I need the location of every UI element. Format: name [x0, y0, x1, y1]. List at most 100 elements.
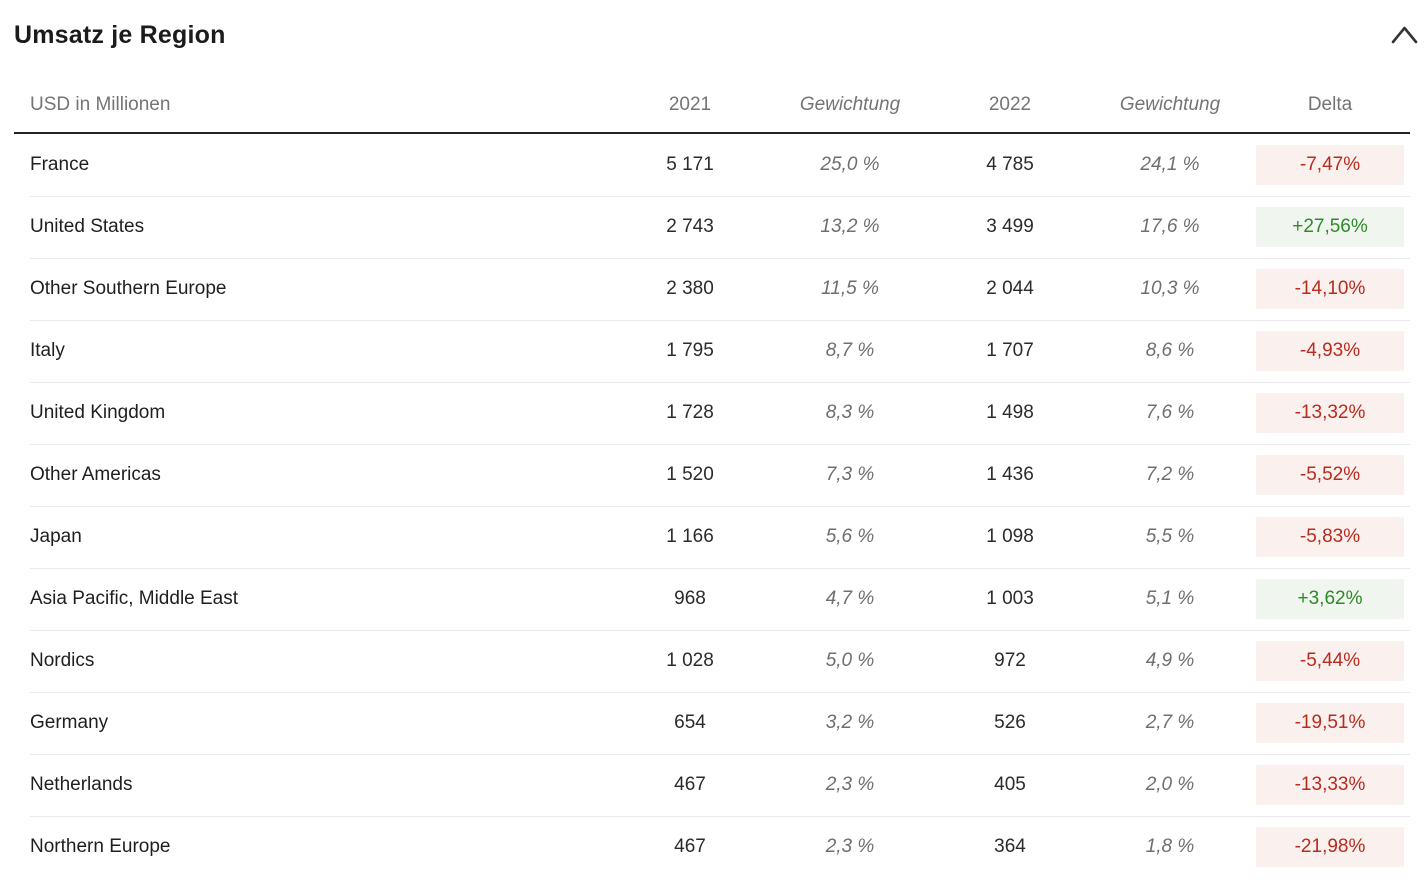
delta-cell: -4,93%: [1250, 331, 1410, 371]
delta-cell: -13,32%: [1250, 393, 1410, 433]
chevron-up-icon: [1391, 25, 1418, 48]
value-2022-cell: 2 044: [986, 278, 1034, 299]
weight-2021-cell: 4,7 %: [825, 588, 875, 609]
delta-badge: -21,98%: [1256, 827, 1404, 867]
value-2022-cell: 972: [994, 650, 1026, 671]
delta-badge: -5,52%: [1256, 455, 1404, 495]
weight-2022-cell: 5,5 %: [1145, 526, 1195, 547]
value-2021-cell: 1 166: [666, 526, 714, 547]
column-header-2021: 2021: [668, 94, 712, 115]
column-header-gewichtung-2022: Gewichtung: [1119, 94, 1221, 115]
region-cell: Netherlands: [30, 774, 133, 795]
value-2022-cell: 1 098: [986, 526, 1034, 547]
delta-badge: +27,56%: [1256, 207, 1404, 247]
weight-2022-cell: 4,9 %: [1145, 650, 1195, 671]
region-cell: United Kingdom: [30, 402, 166, 423]
delta-cell: -7,47%: [1250, 145, 1410, 185]
region-cell: Nordics: [30, 650, 95, 671]
table-row: France 5 171 25,0 % 4 785 24,1 % -7,47%: [14, 134, 1410, 196]
weight-2021-cell: 8,7 %: [825, 340, 875, 361]
table-row: Japan 1 166 5,6 % 1 098 5,5 % -5,83%: [14, 506, 1410, 568]
value-2021-cell: 5 171: [666, 154, 714, 175]
value-2021-cell: 467: [674, 836, 706, 857]
weight-2022-cell: 1,8 %: [1145, 836, 1195, 857]
delta-badge: -13,32%: [1256, 393, 1404, 433]
weight-2021-cell: 8,3 %: [825, 402, 875, 423]
delta-badge: -13,33%: [1256, 765, 1404, 805]
delta-cell: -21,98%: [1250, 827, 1410, 867]
value-2021-cell: 1 520: [666, 464, 714, 485]
table-row: Netherlands 467 2,3 % 405 2,0 % -13,33%: [14, 754, 1410, 816]
value-2021-cell: 654: [674, 712, 706, 733]
value-2021-cell: 968: [674, 588, 706, 609]
delta-badge: -5,83%: [1256, 517, 1404, 557]
weight-2021-cell: 11,5 %: [821, 278, 879, 299]
value-2022-cell: 364: [994, 836, 1026, 857]
weight-2021-cell: 3,2 %: [825, 712, 875, 733]
table-row: Nordics 1 028 5,0 % 972 4,9 % -5,44%: [14, 630, 1410, 692]
region-cell: Other Southern Europe: [30, 278, 227, 299]
weight-2022-cell: 2,7 %: [1145, 712, 1195, 733]
value-2021-cell: 2 743: [666, 216, 714, 237]
value-2022-cell: 1 498: [986, 402, 1034, 423]
weight-2022-cell: 10,3 %: [1140, 278, 1200, 299]
delta-cell: -5,83%: [1250, 517, 1410, 557]
weight-2021-cell: 2,3 %: [825, 774, 875, 795]
value-2022-cell: 1 707: [986, 340, 1034, 361]
table-row: United States 2 743 13,2 % 3 499 17,6 % …: [14, 196, 1410, 258]
table-header-row: USD in Millionen 2021 Gewichtung 2022 Ge…: [14, 78, 1410, 134]
table-row: Asia Pacific, Middle East 968 4,7 % 1 00…: [14, 568, 1410, 630]
table-body: France 5 171 25,0 % 4 785 24,1 % -7,47% …: [14, 134, 1410, 878]
delta-badge: -4,93%: [1256, 331, 1404, 371]
value-2022-cell: 3 499: [986, 216, 1034, 237]
value-2021-cell: 1 028: [666, 650, 714, 671]
value-2022-cell: 405: [994, 774, 1026, 795]
delta-badge: +3,62%: [1256, 579, 1404, 619]
weight-2022-cell: 8,6 %: [1145, 340, 1195, 361]
value-2022-cell: 526: [994, 712, 1026, 733]
delta-cell: -5,52%: [1250, 455, 1410, 495]
table-row: Other Southern Europe 2 380 11,5 % 2 044…: [14, 258, 1410, 320]
unit-label: USD in Millionen: [30, 94, 171, 115]
region-cell: Other Americas: [30, 464, 161, 485]
table-row: Other Americas 1 520 7,3 % 1 436 7,2 % -…: [14, 444, 1410, 506]
weight-2022-cell: 24,1 %: [1140, 154, 1200, 175]
value-2021-cell: 1 728: [666, 402, 714, 423]
value-2022-cell: 1 436: [986, 464, 1034, 485]
delta-badge: -19,51%: [1256, 703, 1404, 743]
value-2022-cell: 4 785: [986, 154, 1034, 175]
value-2021-cell: 2 380: [666, 278, 714, 299]
region-cell: Japan: [30, 526, 82, 547]
weight-2021-cell: 5,6 %: [825, 526, 875, 547]
delta-cell: +27,56%: [1250, 207, 1410, 247]
region-cell: Northern Europe: [30, 836, 171, 857]
revenue-by-region-table: USD in Millionen 2021 Gewichtung 2022 Ge…: [14, 78, 1410, 878]
value-2022-cell: 1 003: [986, 588, 1034, 609]
table-row: Germany 654 3,2 % 526 2,7 % -19,51%: [14, 692, 1410, 754]
table-row: Northern Europe 467 2,3 % 364 1,8 % -21,…: [14, 816, 1410, 878]
weight-2022-cell: 17,6 %: [1140, 216, 1200, 237]
weight-2021-cell: 7,3 %: [825, 464, 875, 485]
region-cell: Germany: [30, 712, 109, 733]
delta-cell: -19,51%: [1250, 703, 1410, 743]
page-title: Umsatz je Region: [14, 20, 226, 49]
delta-badge: -5,44%: [1256, 641, 1404, 681]
column-header-gewichtung-2021: Gewichtung: [799, 94, 901, 115]
panel-header: Umsatz je Region: [14, 18, 1418, 52]
weight-2021-cell: 5,0 %: [825, 650, 875, 671]
weight-2021-cell: 25,0 %: [820, 154, 880, 175]
value-2021-cell: 467: [674, 774, 706, 795]
delta-cell: +3,62%: [1250, 579, 1410, 619]
region-cell: Italy: [30, 340, 65, 361]
table-row: Italy 1 795 8,7 % 1 707 8,6 % -4,93%: [14, 320, 1410, 382]
delta-cell: -5,44%: [1250, 641, 1410, 681]
collapse-panel-button[interactable]: [1391, 25, 1418, 48]
weight-2022-cell: 7,2 %: [1145, 464, 1195, 485]
table-row: United Kingdom 1 728 8,3 % 1 498 7,6 % -…: [14, 382, 1410, 444]
weight-2021-cell: 2,3 %: [825, 836, 875, 857]
column-header-delta: Delta: [1307, 94, 1353, 115]
column-header-2022: 2022: [988, 94, 1032, 115]
delta-badge: -7,47%: [1256, 145, 1404, 185]
region-cell: France: [30, 154, 90, 175]
value-2021-cell: 1 795: [666, 340, 714, 361]
